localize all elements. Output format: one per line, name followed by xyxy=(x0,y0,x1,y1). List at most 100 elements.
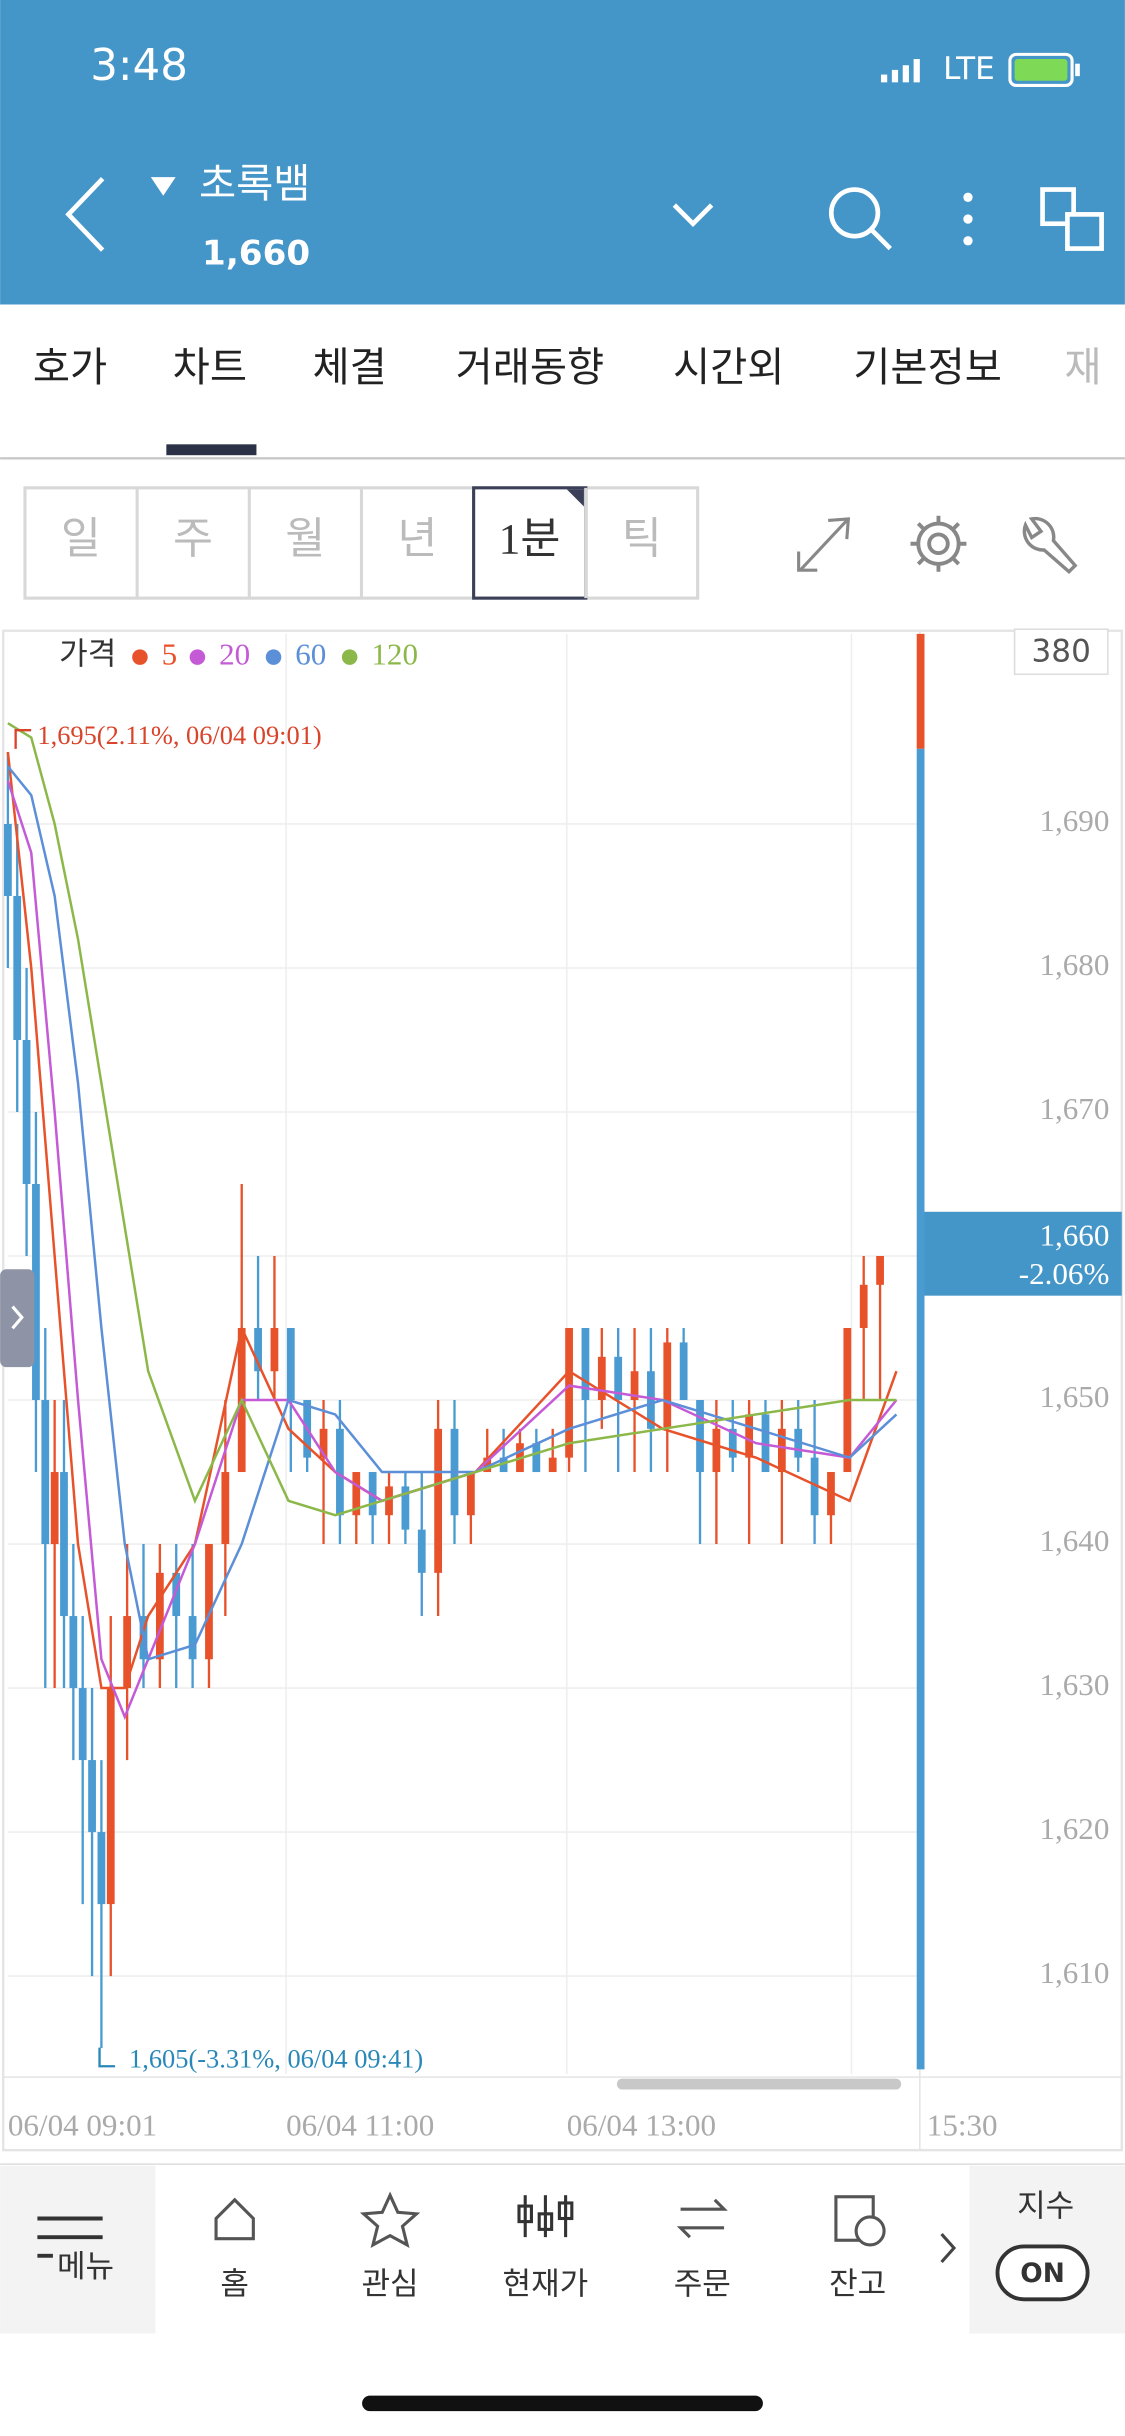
candle-body xyxy=(32,1183,40,1401)
candle-body xyxy=(466,1472,475,1516)
back-button[interactable] xyxy=(65,177,105,252)
search-button[interactable] xyxy=(828,187,892,251)
tab[interactable]: 차트 xyxy=(173,344,247,391)
stock-name[interactable]: 초록뱀 xyxy=(199,160,310,207)
candle-body xyxy=(172,1572,181,1617)
nav-item[interactable]: 메뉴 xyxy=(57,2249,114,2285)
candle-body xyxy=(254,1328,262,1372)
nav-item[interactable]: 잔고 xyxy=(829,2266,886,2302)
candle-body xyxy=(777,1428,786,1473)
dropdown-arrow[interactable] xyxy=(150,177,176,196)
legend-dot xyxy=(265,649,282,665)
index-label: 지수 xyxy=(1017,2189,1074,2225)
candle-body xyxy=(745,1414,754,1458)
tab[interactable]: 호가 xyxy=(33,344,107,391)
candle-body xyxy=(3,823,12,896)
x-tick-label: 06/04 11:00 xyxy=(286,2108,434,2143)
nav-item[interactable]: 홈 xyxy=(220,2266,249,2302)
window-button[interactable] xyxy=(1040,187,1104,251)
high-marker xyxy=(14,729,32,749)
y-tick-label: 1,640 xyxy=(1039,1523,1109,1558)
candle-body xyxy=(794,1428,803,1458)
volume-bar-down xyxy=(916,748,925,2070)
candle-body xyxy=(41,1400,50,1545)
period-button[interactable]: 주 xyxy=(173,516,213,564)
candle-body xyxy=(548,1457,557,1473)
candle-body xyxy=(123,1616,132,1689)
candle-body xyxy=(630,1371,639,1401)
period-button[interactable]: 1분 xyxy=(499,516,561,564)
candle-body xyxy=(761,1414,770,1473)
status-time: 3:48 xyxy=(90,41,188,91)
candle-body xyxy=(155,1572,164,1660)
period-button[interactable]: 월 xyxy=(285,516,325,564)
period-button[interactable]: 년 xyxy=(397,516,437,564)
side-handle-arrow xyxy=(11,1305,24,1330)
ma-line xyxy=(6,780,898,1721)
candle-body xyxy=(728,1428,737,1458)
nav-next[interactable] xyxy=(940,2233,957,2264)
candle-body xyxy=(581,1328,590,1401)
x-tick-label: 06/04 13:00 xyxy=(567,2108,716,2143)
candle-body xyxy=(401,1486,410,1530)
candle-body xyxy=(78,1688,87,1761)
tab-indicator xyxy=(166,444,257,456)
header-bg xyxy=(0,0,1125,305)
y-tick-label: 1,620 xyxy=(1039,1811,1109,1846)
candle-body xyxy=(69,1616,78,1689)
nav-bar xyxy=(0,2164,1125,2336)
index-toggle[interactable] xyxy=(995,2244,1090,2302)
expand-icon[interactable] xyxy=(797,517,851,572)
candle-body xyxy=(712,1428,721,1473)
period-button[interactable]: 일 xyxy=(61,516,101,564)
candle-body xyxy=(859,1284,868,1329)
nav-item[interactable]: 현재가 xyxy=(503,2266,589,2302)
tab[interactable]: 재 xyxy=(1064,344,1101,391)
menu-icon xyxy=(37,2216,103,2258)
x-tick-label: 15:30 xyxy=(927,2108,998,2143)
tab[interactable]: 시간외 xyxy=(673,344,784,391)
period-button[interactable]: 틱 xyxy=(622,516,662,564)
tab[interactable]: 체결 xyxy=(313,344,387,391)
tool-icon[interactable] xyxy=(1022,516,1078,575)
expand-button[interactable] xyxy=(672,203,714,228)
y-tick-label: 1,690 xyxy=(1039,803,1109,838)
scrollbar[interactable] xyxy=(616,2078,902,2090)
low-marker xyxy=(98,2047,116,2068)
candle-body xyxy=(336,1428,344,1516)
candle-body xyxy=(352,1472,361,1516)
y-tick-label: 1,670 xyxy=(1039,1091,1109,1126)
candle-body xyxy=(22,1039,31,1184)
candle-body xyxy=(205,1544,213,1660)
plot: 1,610 1,620 1,630 1,640 1,650 1,660 1,670 1,680… xyxy=(3,633,1122,2143)
more-button[interactable] xyxy=(963,192,973,246)
nav-item[interactable]: 관심 xyxy=(361,2266,418,2302)
side-handle[interactable] xyxy=(0,1269,35,1368)
star-icon xyxy=(359,2191,421,2248)
nav-item[interactable]: 주문 xyxy=(674,2266,731,2302)
candle-body xyxy=(60,1472,68,1617)
candle-body xyxy=(499,1457,508,1473)
candle-body xyxy=(270,1328,279,1372)
candle-body xyxy=(97,1832,106,1905)
tab[interactable]: 기본정보 xyxy=(853,344,1002,391)
network: LTE xyxy=(943,51,995,87)
candle-body xyxy=(483,1457,492,1473)
ma-line xyxy=(6,751,898,1690)
legend-dot xyxy=(132,649,148,665)
candle-body xyxy=(532,1443,541,1473)
price-icon xyxy=(517,2195,574,2238)
legend-entry: 120 xyxy=(371,636,418,671)
candle-body xyxy=(876,1256,884,1285)
signal xyxy=(880,59,920,83)
candle-body xyxy=(50,1472,59,1545)
home-indicator xyxy=(362,2395,763,2412)
candle-body xyxy=(13,895,22,1040)
candle-body xyxy=(434,1428,443,1573)
settings-icon[interactable] xyxy=(910,515,967,572)
legend-entry: 5 xyxy=(162,636,178,671)
candle-body xyxy=(106,1688,115,1905)
low-annotation: 1,605(-3.31%, 06/04 09:41) xyxy=(129,2044,423,2074)
tab[interactable]: 거래동향 xyxy=(456,344,605,391)
x-tick-label: 06/04 09:01 xyxy=(8,2108,157,2143)
